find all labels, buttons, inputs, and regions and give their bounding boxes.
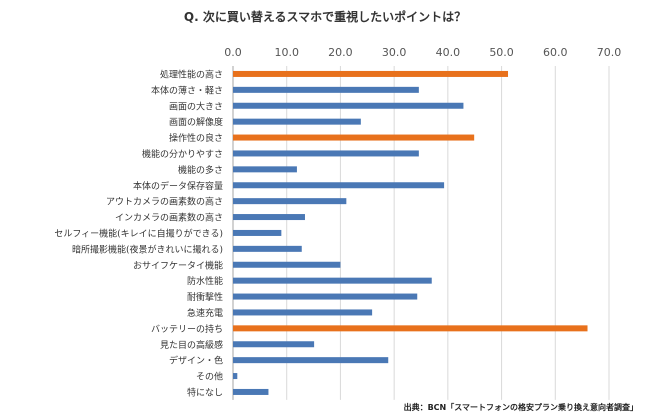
category-label: セルフィー機能(キレイに自撮りができる) [54,227,223,239]
category-label: デザイン・色 [169,355,223,367]
category-label: バッテリーの持ち [151,323,223,335]
x-tick-label: 10.0 [274,46,299,59]
category-label: 急速充電 [187,307,223,319]
x-tick-label: 60.0 [543,46,568,59]
x-tick-label: 50.0 [489,46,514,59]
category-label: インカメラの画素数の高さ [115,212,223,224]
category-label: おサイフケータイ機能 [133,259,223,271]
bar [233,325,588,332]
bar [233,309,373,316]
source-note: 出典：BCN「スマートフォンの格安プラン乗り換え意向者調査」 [403,403,638,412]
x-tick-label: 40.0 [436,46,461,59]
category-label: 特になし [187,386,223,398]
category-label: アウトカメラの画素数の高さ [106,196,223,208]
category-label: 処理性能の高さ [160,68,223,80]
category-label: 防水性能 [187,275,223,287]
bar [233,182,445,189]
bar [233,277,432,284]
bar [233,70,509,77]
chart-title: Q. 次に買い替えるスマホで重視したいポイントは？ [183,10,467,24]
category-label: 耐衝撃性 [187,291,223,303]
bar [233,118,361,125]
bar [233,86,419,93]
bar [233,198,347,205]
bar [233,245,302,252]
bar [233,102,464,109]
category-label: 画面の大きさ [169,100,223,112]
bar [233,373,238,380]
bar [233,134,475,141]
bar [233,214,305,221]
category-label: 画面の解像度 [169,116,223,128]
category-label: 本体のデータ保存容量 [133,180,223,192]
bar [233,166,297,173]
bar [233,388,269,395]
x-tick-label: 30.0 [382,46,407,59]
bar [233,229,282,236]
bar [233,341,315,348]
category-label: 暗所撮影機能(夜景がきれいに撮れる) [72,243,223,255]
category-label: 機能の多さ [178,164,223,176]
category-label: 本体の薄さ・軽さ [151,84,223,96]
category-label: 操作性の良さ [169,132,223,144]
bar [233,293,418,300]
bar [233,150,419,157]
x-tick-label: 70.0 [597,46,622,59]
x-tick-label: 0.0 [224,46,242,59]
category-label: 機能の分かりやすさ [142,148,223,160]
bar [233,357,389,364]
category-label: 見た目の高級感 [160,339,223,351]
x-tick-label: 20.0 [328,46,353,59]
category-label: その他 [196,371,223,383]
bar [233,261,341,268]
